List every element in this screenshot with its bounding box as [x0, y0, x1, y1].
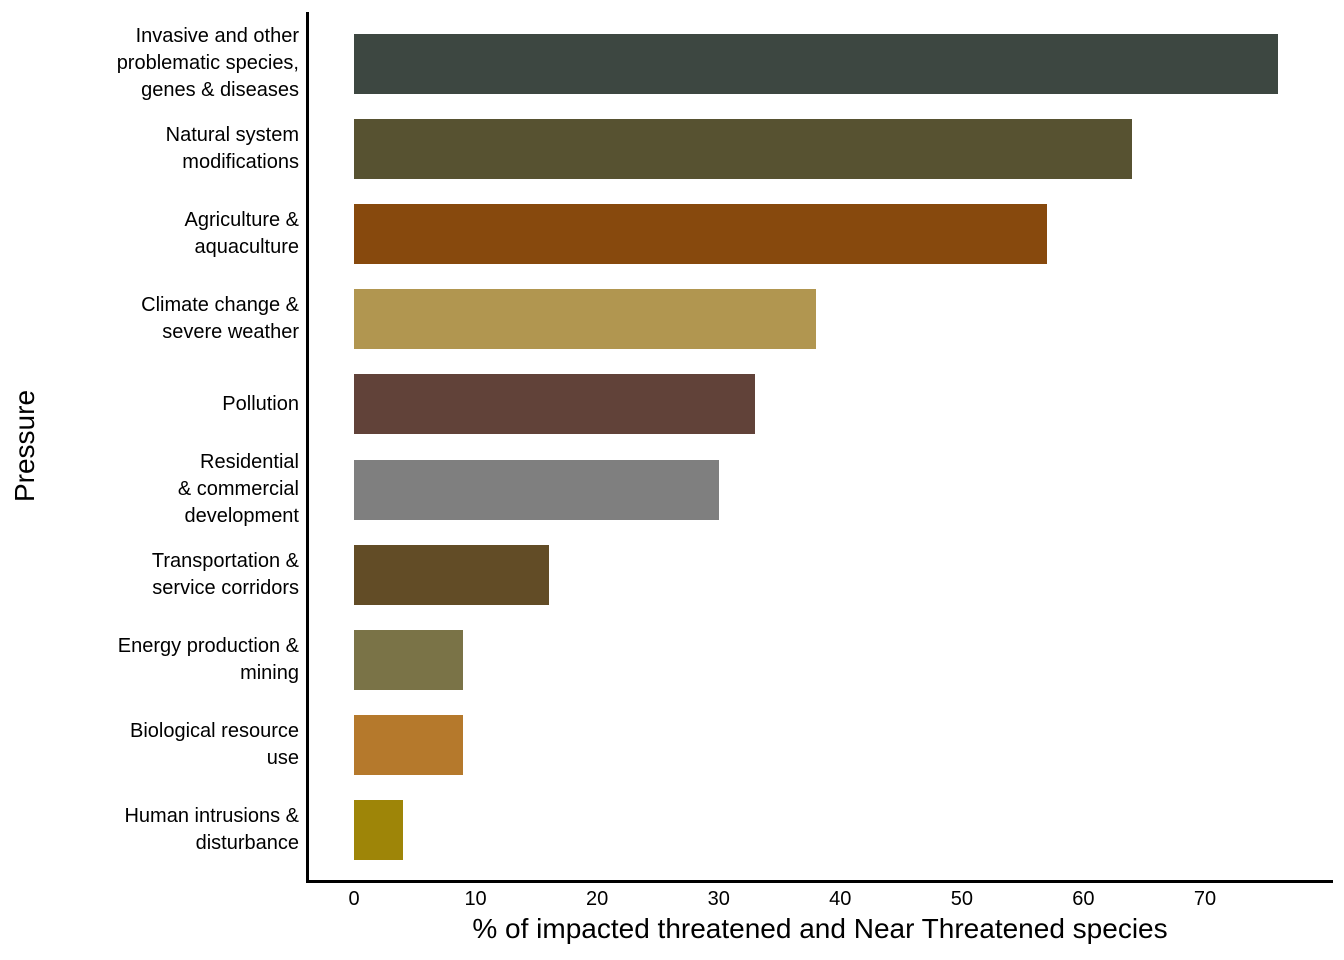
category-label: Agriculture & aquaculture	[184, 208, 300, 258]
category-label: Climate change & severe weather	[141, 294, 299, 344]
category-label: Natural system modifications	[165, 123, 299, 173]
x-tick-label: 40	[829, 888, 852, 910]
bar	[354, 374, 756, 435]
bar	[354, 800, 403, 861]
x-tick-label: 20	[586, 888, 609, 910]
category-label: Human intrusions & disturbance	[124, 805, 299, 855]
category-label: Biological resource use	[130, 720, 299, 770]
bar	[354, 203, 1047, 264]
bar	[354, 33, 1278, 94]
x-tick-label: 0	[348, 888, 360, 910]
y-axis-line	[306, 12, 309, 883]
bar	[354, 459, 719, 520]
x-tick-label: 10	[464, 888, 487, 910]
x-axis-title: % of impacted threatened and Near Threat…	[472, 913, 1168, 944]
x-tick-label: 60	[1072, 888, 1095, 910]
category-label: Transportation & service corridors	[151, 549, 299, 599]
x-tick-label: 30	[707, 888, 730, 910]
bar	[354, 118, 1133, 179]
bar	[354, 715, 464, 776]
category-label: Energy production & mining	[117, 634, 299, 684]
bar	[354, 544, 549, 605]
category-label: Residential & commercial development	[177, 451, 299, 527]
x-tick-label: 50	[950, 888, 973, 910]
bar	[354, 629, 464, 690]
x-axis-line	[306, 880, 1333, 883]
category-label: Pollution	[222, 392, 299, 415]
x-tick-label: 70	[1193, 888, 1217, 910]
bar	[354, 289, 816, 350]
category-label: Invasive and other problematic species, ge…	[116, 25, 299, 101]
